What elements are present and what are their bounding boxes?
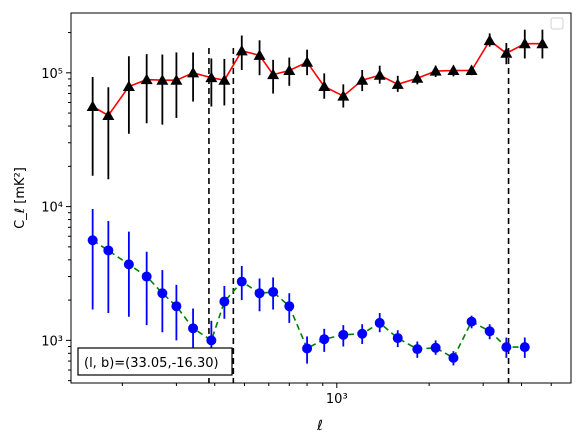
series-1-point (267, 68, 280, 80)
series-2-point (302, 343, 313, 354)
y-tick-label: 10⁴ (41, 201, 63, 216)
annotation-box: (l, b)=(33.05,-16.30) (77, 347, 233, 376)
series-1-point (170, 74, 183, 85)
series-1-point (253, 49, 266, 60)
series-1-point (301, 56, 314, 67)
series-1-point (283, 64, 296, 76)
series-1-point (483, 34, 496, 46)
series-2-point (357, 328, 368, 339)
series-1-point (187, 66, 200, 78)
axes-frame (70, 12, 572, 384)
series-1-point (373, 69, 386, 80)
series-1-point (429, 65, 442, 76)
series-2-point (268, 286, 279, 297)
annotation-frame (77, 347, 233, 376)
x-tick-label: 10³ (326, 392, 348, 407)
series-1-point (140, 73, 153, 85)
series-1-point (86, 100, 99, 112)
series-1-point (156, 74, 169, 85)
series-2-point (284, 301, 295, 312)
series-2-point (141, 271, 152, 282)
x-axis-label: ℓ (316, 418, 323, 434)
series-2-point (374, 317, 385, 328)
series-2-point (466, 316, 477, 327)
axis-ticks: 10³ 10⁴ 10⁵ 10³ (41, 32, 552, 407)
series-2-point (412, 344, 423, 355)
series-1-point (518, 37, 531, 49)
series-2-point (103, 245, 114, 256)
series-2-point (519, 342, 530, 353)
y-tick-label: 10³ (41, 334, 63, 349)
series-1-point (356, 74, 369, 85)
series-2-point (188, 323, 199, 334)
series-2-point (157, 288, 168, 299)
annotation-text: (l, b)=(33.05,-16.30) (84, 356, 219, 371)
series-1-point (337, 90, 350, 101)
plot-area (86, 29, 549, 383)
series-2-point (236, 276, 247, 287)
series-1-point (318, 80, 331, 92)
series-1-point (465, 64, 478, 76)
series-2-point (87, 235, 98, 246)
series-1-point (411, 72, 424, 83)
y-tick-label: 10⁵ (41, 67, 63, 82)
series-1-point (391, 78, 404, 89)
series-1-point (536, 37, 549, 49)
series-1-point (218, 74, 231, 85)
series-2-point (171, 301, 182, 312)
series-1-point (122, 80, 135, 92)
series-2-point (501, 342, 512, 353)
series-2-point (219, 296, 230, 307)
series-1-point (102, 109, 115, 120)
series-2-point (392, 333, 403, 344)
series-1-point (235, 44, 248, 56)
series-2-point (430, 342, 441, 353)
y-axis-label: C_ℓ [mK²] (13, 167, 28, 229)
series-2-point (123, 259, 134, 270)
series-2-point (206, 335, 217, 346)
series-1-point (447, 64, 460, 76)
series-2-point (448, 352, 459, 363)
series-2-point (319, 334, 330, 345)
series-2-point (254, 288, 265, 299)
series-1-point (205, 71, 218, 83)
legend-box (550, 17, 564, 30)
series-1-point (500, 47, 513, 58)
series-2-point (484, 326, 495, 337)
series-2-point (338, 329, 349, 340)
